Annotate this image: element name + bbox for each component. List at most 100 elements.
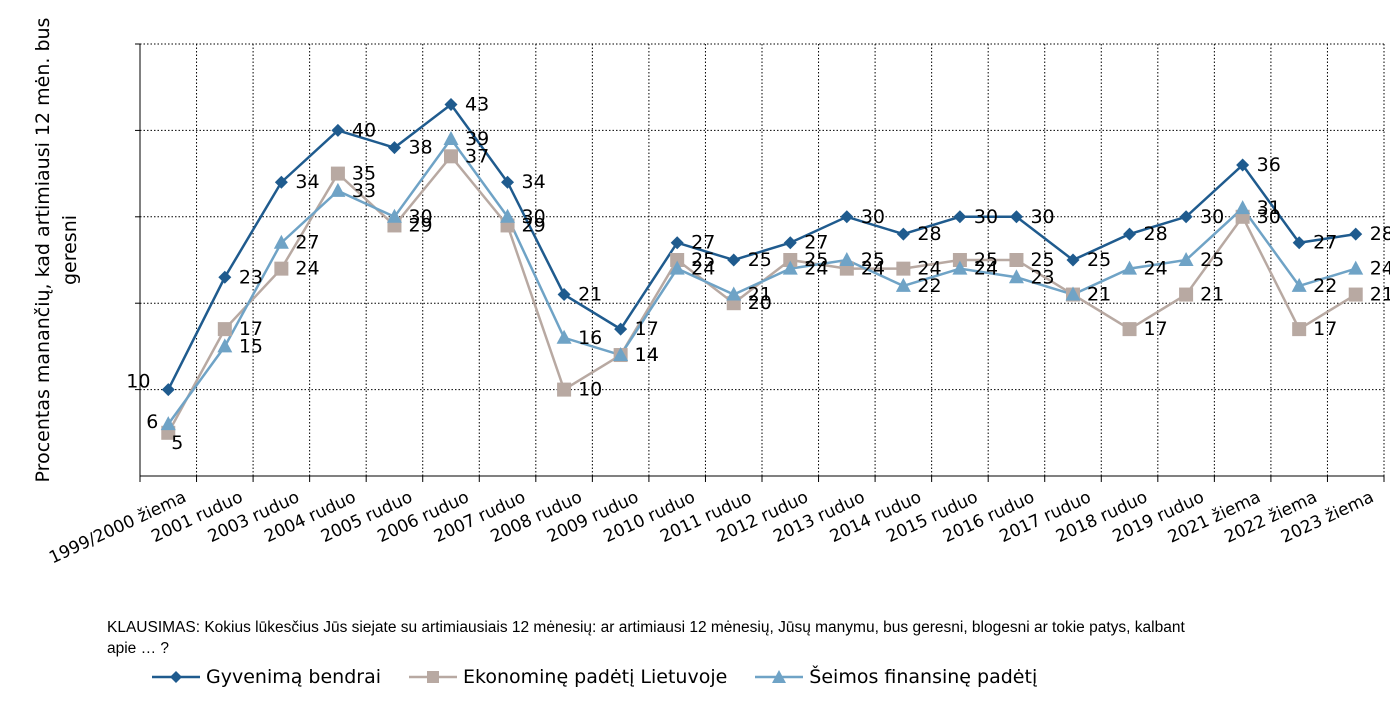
- data-label: 23: [239, 266, 263, 288]
- data-label: 29: [522, 214, 546, 236]
- point-marker: [330, 166, 345, 181]
- chart-grid: [140, 43, 1385, 476]
- point-marker: [1122, 322, 1137, 337]
- point-marker: [1349, 227, 1363, 241]
- data-label: 21: [748, 284, 772, 306]
- data-label: 25: [861, 249, 885, 271]
- diamond-marker-icon: [152, 671, 200, 683]
- point-marker: [1235, 200, 1251, 215]
- data-label: 17: [1144, 318, 1168, 340]
- data-label: 23: [1030, 266, 1054, 288]
- point-marker: [1122, 260, 1138, 275]
- data-label: 21: [1087, 284, 1111, 306]
- data-label: 21: [1087, 284, 1111, 306]
- point-marker: [896, 227, 910, 241]
- data-label: 38: [408, 137, 432, 159]
- series-lines: [160, 97, 1364, 440]
- data-label: 22: [917, 275, 941, 297]
- data-label: 16: [578, 327, 602, 349]
- point-marker: [274, 261, 289, 276]
- point-marker: [1008, 269, 1024, 284]
- data-label: 24: [974, 258, 998, 280]
- point-marker: [331, 123, 345, 137]
- point-marker: [1179, 287, 1194, 302]
- data-label: 5: [171, 432, 183, 454]
- data-label: 25: [1087, 249, 1111, 271]
- square-marker-icon: [409, 671, 457, 683]
- data-label: 43: [465, 93, 489, 115]
- data-label: 36: [1257, 154, 1281, 176]
- point-marker: [1123, 227, 1137, 241]
- data-label: 24: [804, 258, 828, 280]
- data-label: 30: [1257, 206, 1281, 228]
- data-label: 25: [1200, 249, 1224, 271]
- data-label: 28: [1144, 223, 1168, 245]
- point-marker: [614, 322, 628, 336]
- data-label: 29: [408, 214, 432, 236]
- data-label: 17: [635, 318, 659, 340]
- point-marker: [1291, 277, 1307, 292]
- data-label: 20: [748, 292, 772, 314]
- point-marker: [500, 208, 516, 223]
- point-marker: [1178, 252, 1194, 266]
- data-label: 25: [1030, 249, 1054, 271]
- data-label: 34: [522, 171, 546, 193]
- point-marker: [556, 329, 572, 344]
- data-label: 6: [146, 411, 158, 433]
- data-label: 28: [1370, 223, 1390, 245]
- data-label: 28: [917, 223, 941, 245]
- point-marker: [783, 253, 798, 267]
- data-label: 27: [295, 232, 319, 254]
- question-text: KLAUSIMAS: Kokius lūkesčius Jūs siejate …: [107, 619, 1185, 657]
- point-marker: [1009, 253, 1024, 267]
- point-marker: [782, 260, 798, 275]
- legend-label-1: Ekonominę padėtį Lietuvoje: [463, 666, 728, 688]
- legend-item-2: Šeimos finansinę padėtį: [753, 666, 1037, 688]
- data-label: 34: [295, 171, 319, 193]
- point-marker: [444, 97, 458, 111]
- data-label: 24: [295, 258, 319, 280]
- data-label: 24: [917, 258, 941, 280]
- data-label: 25: [748, 249, 772, 271]
- point-marker: [1179, 210, 1193, 224]
- y-axis-label: Procentas manančių, kad artimiausi 12 mė…: [32, 17, 81, 483]
- data-label: 21: [1200, 284, 1224, 306]
- point-marker: [953, 210, 967, 224]
- point-marker: [1348, 260, 1364, 275]
- data-label: 10: [578, 379, 602, 401]
- series-line-2: [167, 136, 1357, 425]
- point-marker: [670, 236, 684, 250]
- point-marker: [387, 141, 401, 155]
- point-marker: [161, 383, 175, 397]
- data-label: 31: [1257, 197, 1281, 219]
- data-label: 30: [408, 206, 432, 228]
- point-marker: [895, 277, 911, 292]
- point-marker: [160, 416, 176, 431]
- point-marker: [783, 236, 797, 250]
- point-marker: [727, 253, 741, 267]
- point-marker: [952, 253, 967, 267]
- data-label: 17: [1313, 318, 1337, 340]
- series-line-0: [167, 102, 1356, 391]
- point-marker: [217, 338, 233, 353]
- point-marker: [443, 131, 459, 146]
- data-label: 15: [239, 335, 263, 357]
- point-marker: [1348, 287, 1363, 302]
- data-label: 35: [352, 163, 376, 185]
- data-label: 25: [804, 249, 828, 271]
- point-marker: [670, 253, 685, 267]
- point-marker: [1236, 158, 1250, 172]
- legend-item-1: Ekonominę padėtį Lietuvoje: [407, 666, 727, 688]
- point-marker: [896, 261, 911, 276]
- point-marker: [274, 175, 288, 189]
- point-marker: [726, 286, 742, 301]
- point-marker: [1009, 210, 1023, 224]
- data-label: 27: [1313, 232, 1337, 254]
- point-marker: [217, 322, 232, 337]
- legend: Gyvenimą bendrai Ekonominę padėtį Lietuv…: [150, 666, 1063, 688]
- data-label: 21: [578, 284, 602, 306]
- data-label: 14: [635, 344, 659, 366]
- chart-axes: [135, 43, 1385, 482]
